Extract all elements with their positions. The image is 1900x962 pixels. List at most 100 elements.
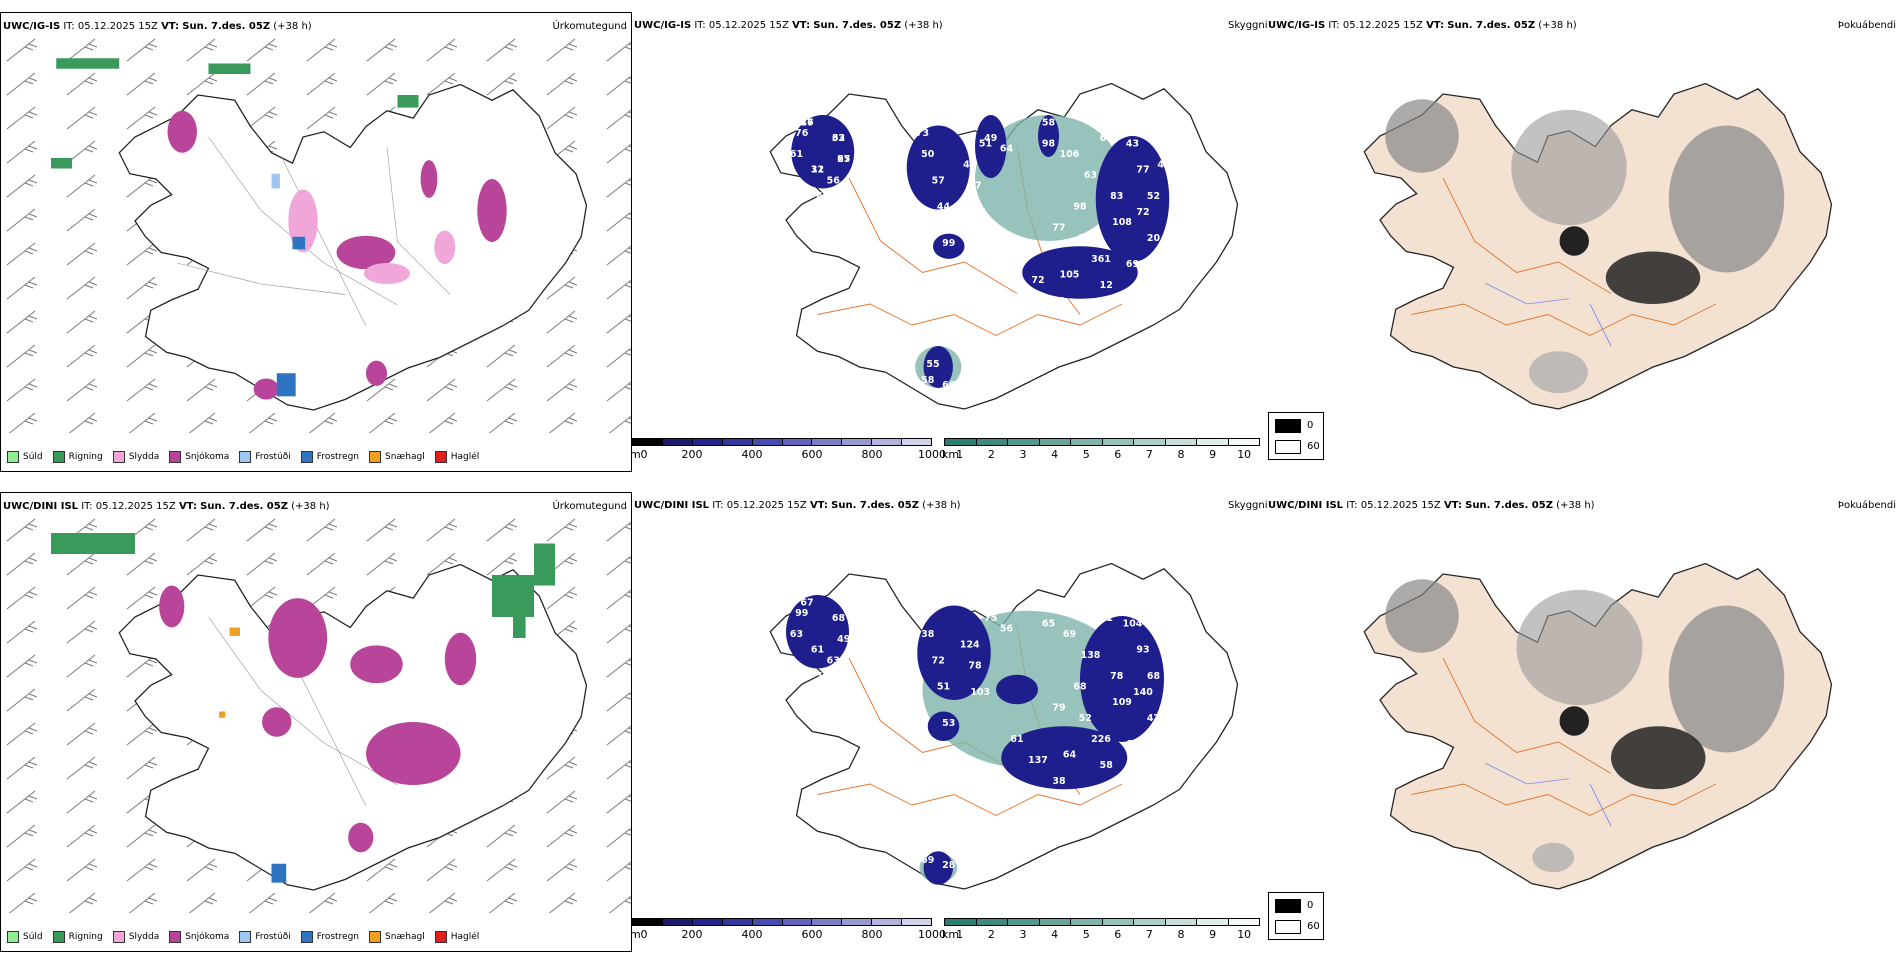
cloud-base-value: 361	[1091, 254, 1111, 265]
legend-swatch-black	[1275, 899, 1301, 913]
cloud-base-value: 27	[837, 154, 850, 165]
snow-areas	[159, 585, 477, 853]
cloud-base-value: 52	[1079, 713, 1092, 724]
colorbar-tick-label: 8	[1177, 928, 1185, 941]
cloud-base-value: 12	[811, 165, 824, 176]
cloud-base-value: 138	[1081, 650, 1101, 661]
sleet-areas	[288, 189, 456, 284]
cloud-base-value: 57	[932, 175, 945, 186]
colorbar-tick-label: 1000	[918, 448, 946, 461]
legend-item-freezing-drizzle: Frostúði	[239, 451, 291, 463]
colorbar-tick-label: 3	[1019, 928, 1027, 941]
cloud-base-value: 68	[1073, 682, 1086, 693]
low-cloud-areas	[791, 115, 1170, 388]
legend-swatch-black	[1275, 419, 1301, 433]
colorbar-tick-label: 200	[681, 448, 703, 461]
cloud-base-value: 44	[937, 202, 951, 213]
colorbar-tick-label: 200	[681, 928, 703, 941]
cloud-base-value: 55	[926, 359, 939, 370]
cloud-base-value: 49	[984, 133, 997, 144]
cloud-base-value: 69	[921, 855, 934, 866]
cloud-base-value: 63	[1084, 170, 1097, 181]
cloud-base-value: 64	[1000, 144, 1014, 155]
cloud-base-value: 64	[816, 191, 830, 202]
cloud-base-value: 58	[1100, 760, 1113, 771]
cloud-base-value: 52	[1147, 191, 1160, 202]
cloud-base-value: 31	[811, 165, 824, 176]
height-colorbar: 0 200 400 600 800 1000 m	[630, 438, 946, 472]
legend-item-sleet: Slydda	[112, 451, 159, 463]
cloud-base-value: 28	[942, 860, 955, 871]
cloud-base-value: 20	[1147, 233, 1161, 244]
cloud-base-value: 58	[1042, 118, 1055, 129]
precip-type-map	[1, 33, 631, 433]
cloud-base-value: 109	[1133, 280, 1153, 291]
panel-right-title: Þokuábendi	[1837, 500, 1896, 511]
legend-item-hail: Haglél	[434, 451, 479, 463]
legend-item-graupel: Snæhagl	[369, 451, 425, 463]
cloud-base-value: 43	[1126, 139, 1139, 150]
colorbar-tick-label: 4	[1051, 448, 1059, 461]
colorbar-tick-label: 800	[861, 928, 883, 941]
cloud-base-value: 124	[960, 640, 980, 651]
freezing-areas	[271, 863, 287, 883]
colorbar-tick-label: 10	[1237, 448, 1252, 461]
legend-item-snow: Snjókoma	[169, 451, 229, 463]
fog-panel: UWC/DINI ISL IT: 05.12.2025 15Z VT: Sun.…	[1266, 492, 1900, 952]
cloud-base-value: 51	[1100, 613, 1113, 624]
cloud-base-value: 71	[1052, 296, 1065, 307]
legend-item-sleet: Slydda	[112, 931, 159, 943]
cloud-base-value: 83	[1110, 191, 1123, 202]
cloud-base-value: 77	[1136, 165, 1149, 176]
colorbar-tick-label: 800	[861, 448, 883, 461]
cloud-base-value: 64	[1063, 750, 1077, 761]
cloud-base-value: 67	[1100, 133, 1113, 144]
colorbar-tick-label: 2	[987, 928, 995, 941]
cloud-base-value: 56	[827, 175, 841, 186]
legend-item-rain: Rigning	[52, 931, 103, 943]
panel-title: UWC/IG-IS IT: 05.12.2025 15Z VT: Sun. 7.…	[3, 21, 312, 32]
rain-areas	[51, 533, 555, 638]
colorbar-tick-label: 3	[1019, 448, 1027, 461]
legend-item-drizzle: Súld	[7, 931, 43, 943]
cloud-base-value: 98	[1073, 202, 1086, 213]
cloud-base-value: 63	[827, 655, 840, 666]
cloud-base-value: 12	[1100, 280, 1113, 291]
cloud-base-value: 137	[1028, 755, 1048, 766]
cloud-base-value: 53	[942, 718, 955, 729]
cloud-base-value: 106	[1060, 149, 1080, 160]
cloud-base-value: 51	[937, 682, 950, 693]
colorbar-tick-label: 0	[640, 928, 648, 941]
cloud-base-value: 69	[1126, 259, 1139, 270]
colorbar-tick-label: 1	[956, 448, 964, 461]
cloud-base-value: 93	[1136, 645, 1149, 656]
low-cloud-areas	[786, 595, 1164, 885]
cloud-base-value: 62	[832, 133, 845, 144]
km-colorbar: 1 2 3 4 5 6 7 8 9 10 km	[942, 438, 1260, 472]
fog-map	[1363, 82, 1833, 410]
cloud-base-value: 57	[968, 181, 981, 192]
panel-title: UWC/DINI ISL IT: 05.12.2025 15Z VT: Sun.…	[634, 500, 961, 511]
legend-item-graupel: Snæhagl	[369, 931, 425, 943]
colorbar-tick-label: 2	[987, 448, 995, 461]
panel-title: UWC/DINI ISL IT: 05.12.2025 15Z VT: Sun.…	[3, 501, 330, 512]
forecast-row-igis: UWC/IG-IS IT: 05.12.2025 15Z VT: Sun. 7.…	[0, 12, 1900, 482]
legend-swatch-white	[1275, 440, 1301, 454]
rain-areas	[51, 58, 419, 169]
cloud-base-value: 75	[984, 613, 997, 624]
precip-type-panel: UWC/IG-IS IT: 05.12.2025 15Z VT: Sun. 7.…	[0, 12, 632, 472]
colorbar-tick-label: 4	[1051, 928, 1059, 941]
cloud-base-value: 78	[1010, 296, 1023, 307]
precip-type-map	[1, 513, 631, 913]
forecast-row-dini: UWC/DINI ISL IT: 05.12.2025 15Z VT: Sun.…	[0, 492, 1900, 962]
precip-type-panel: UWC/DINI ISL IT: 05.12.2025 15Z VT: Sun.…	[0, 492, 632, 952]
cloud-base-value: 99	[795, 608, 808, 619]
cloud-base-value: 68	[1157, 640, 1170, 651]
colorbar-tick-label: 1000	[918, 928, 946, 941]
cloud-base-value: 56	[1000, 624, 1014, 635]
visibility-panel: UWC/DINI ISL IT: 05.12.2025 15Z VT: Sun.…	[630, 492, 1268, 952]
cloud-base-value: 64	[916, 608, 930, 619]
cloud-base-value: 63	[790, 629, 803, 640]
